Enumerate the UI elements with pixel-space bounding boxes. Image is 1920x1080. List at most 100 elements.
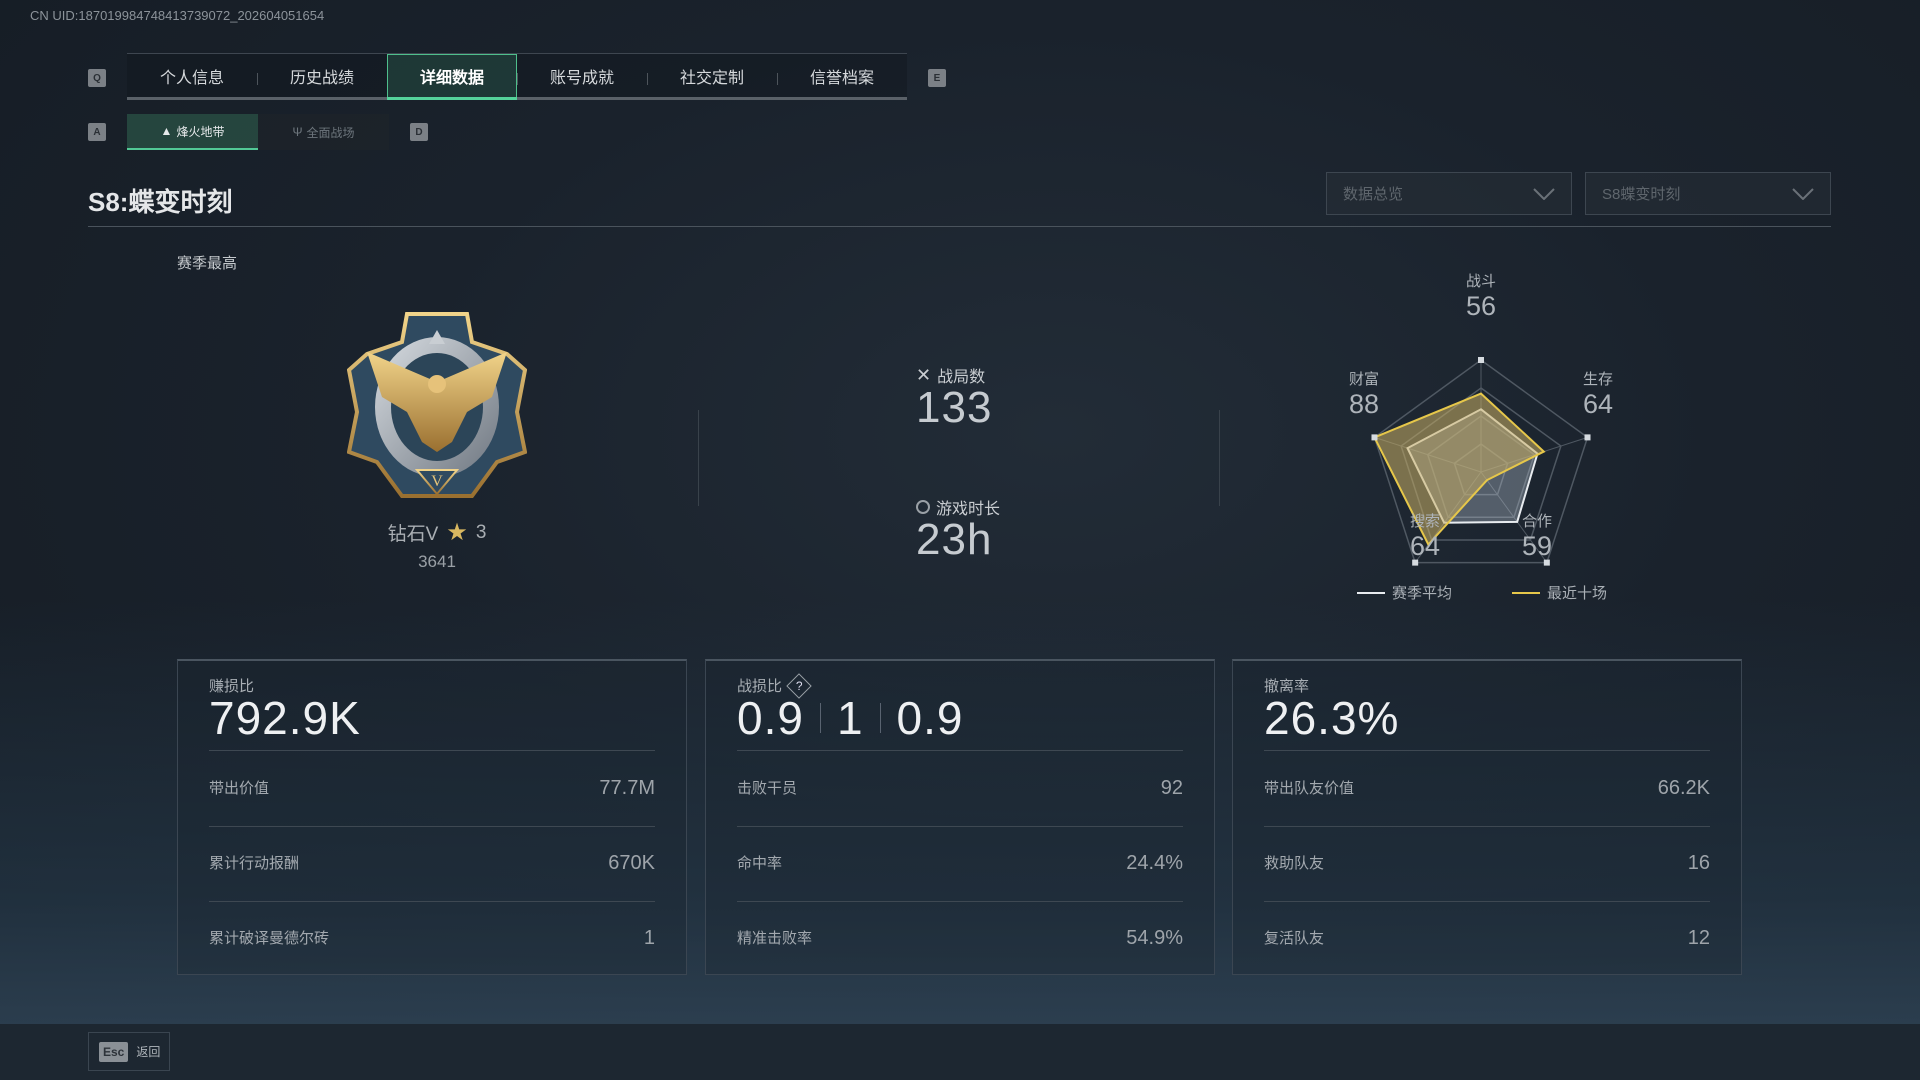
radar-vertex-marker [1584,434,1591,441]
radar-axis-value: 56 [1465,291,1497,321]
radar-vertex-marker [1478,357,1484,363]
rank-score: 3641 [418,552,456,571]
esc-key: Esc [99,1041,129,1062]
stat-value: 66.2K [1657,777,1710,799]
svg-text:V: V [431,473,443,490]
rank-row: 钻石V ★ 3 [388,518,487,547]
uid-label: CN UID:18701998474841373907​2_2026040516… [30,8,325,23]
extraction-rate-card: 撤离率 26.3% 带出队友价值 66.2K 救助队友 16 复活队友 12 [1232,659,1742,975]
radar-series-1 [1373,392,1546,547]
rank-name: 钻石V [387,524,439,545]
stat-label: 累计破译曼德尔砖 [209,930,330,947]
season-dropdown-value: S8蝶变时刻 [1602,186,1681,203]
card-big-value: 0.9 1 0.9 [737,691,964,745]
tab-achievements[interactable]: 账号成就 [517,54,647,97]
stat-row: 精准击败率 54.9% [737,927,1183,950]
view-dropdown-value: 数据总览 [1343,186,1404,203]
stat-row: 击败干员 92 [737,777,1183,800]
card-label: 撤离率 [1264,678,1310,695]
rank-medal-icon: V [347,312,527,498]
stat-row: 命中率 24.4% [737,852,1183,875]
radar-axis-value: 64 [1409,531,1441,561]
stat-value: 1 [643,927,655,949]
subtab-label: 烽火地带 [176,124,225,139]
prev-tab-key[interactable]: Q [88,69,106,87]
stat-label: 累计行动报酬 [209,855,300,872]
radar-vertex-marker [1371,434,1378,441]
card-label: 赚损比 [209,678,255,695]
title-divider [88,226,1831,227]
stat-value: 670K [608,852,655,874]
back-button[interactable]: Esc 返回 [88,1032,170,1071]
card-big-value: 792.9K [209,692,361,744]
subtab-bonfire-zone[interactable]: ▲ 烽火地带 [127,114,258,150]
legend-label: 赛季平均 [1392,585,1453,602]
subtab-full-battlefield[interactable]: Ψ 全面战场 [258,114,389,150]
radar-axis-label: 合作 [1521,513,1553,530]
season-best-label: 赛季最高 [177,255,238,272]
next-tab-key[interactable]: E [928,69,946,87]
divider [1264,750,1710,751]
view-dropdown[interactable]: 数据总览 [1326,172,1572,215]
legend-swatch [1357,591,1385,594]
divider [879,703,881,733]
radar-grid-ring [1373,359,1589,564]
matches-label-text: 战局数 [937,369,986,386]
radar-axis-label: 财富 [1348,371,1380,388]
section-divider [698,410,699,506]
playtime-value: 23h [916,515,993,564]
stat-value: 12 [1687,927,1710,949]
kd-value: 0.9 [737,692,804,744]
card-label: 战损比 ? [737,672,812,699]
radar-axis-label: 搜索 [1409,513,1441,530]
next-mode-key[interactable]: D [410,123,428,141]
card-label-text: 战损比 [737,678,783,695]
radar-axis-label: 生存 [1582,371,1614,388]
legend-label: 最近十场 [1547,585,1608,602]
page-title: S8:蝶变时刻 [88,187,233,217]
stat-value: 16 [1687,852,1710,874]
stat-row: 带出队友价值 66.2K [1264,777,1710,800]
divider [209,750,655,751]
stat-value: 24.4% [1126,852,1183,874]
stat-row: 复活队友 12 [1264,927,1710,950]
tab-history[interactable]: 历史战绩 [257,54,387,97]
kd-value: 0.9 [896,692,964,744]
stat-label: 击败干员 [737,780,798,797]
section-divider [1219,410,1220,506]
background-glow [0,600,1920,1024]
stat-row: 救助队友 16 [1264,852,1710,875]
kd-value: 1 [836,692,864,744]
stat-value: 54.9% [1126,927,1183,949]
divider [819,703,821,733]
playtime-label-text: 游戏时长 [936,501,1001,518]
prev-mode-key[interactable]: A [88,123,106,141]
matches-value: 133 [916,383,993,432]
stopwatch-icon [916,500,930,514]
season-dropdown[interactable]: S8蝶变时刻 [1585,172,1831,215]
playtime-label: 游戏时长 [916,495,1000,519]
radar-axis-line [1480,471,1548,563]
divider [737,901,1183,902]
tab-personal-info[interactable]: 个人信息 [159,69,224,87]
stat-row: 带出价值 77.7M [209,777,655,800]
radar-axis-value: 59 [1521,531,1553,561]
crossed-swords-icon: ✕ [916,364,932,385]
stat-value: 92 [1160,777,1183,799]
divider [1264,901,1710,902]
divider [737,750,1183,751]
kd-ratio-card: 战损比 ? 0.9 1 0.9 击败干员 92 命中率 24.4% 精准击败率 54.… [705,659,1215,975]
stat-value: 77.7M [599,777,655,799]
matches-label: ✕ 战局数 [916,363,985,387]
stat-label: 带出价值 [209,780,270,797]
legend-swatch [1512,591,1540,594]
stat-row: 累计行动报酬 670K [209,852,655,875]
stat-label: 命中率 [737,855,783,872]
tab-social[interactable]: 社交定制 [647,54,777,97]
stat-label: 复活队友 [1264,930,1325,947]
bottom-bar [0,1024,1920,1080]
radar-vertex-marker [1412,559,1419,566]
tab-detailed-data[interactable]: 详细数据 [387,54,517,100]
tab-credit[interactable]: 信誉档案 [777,54,907,97]
